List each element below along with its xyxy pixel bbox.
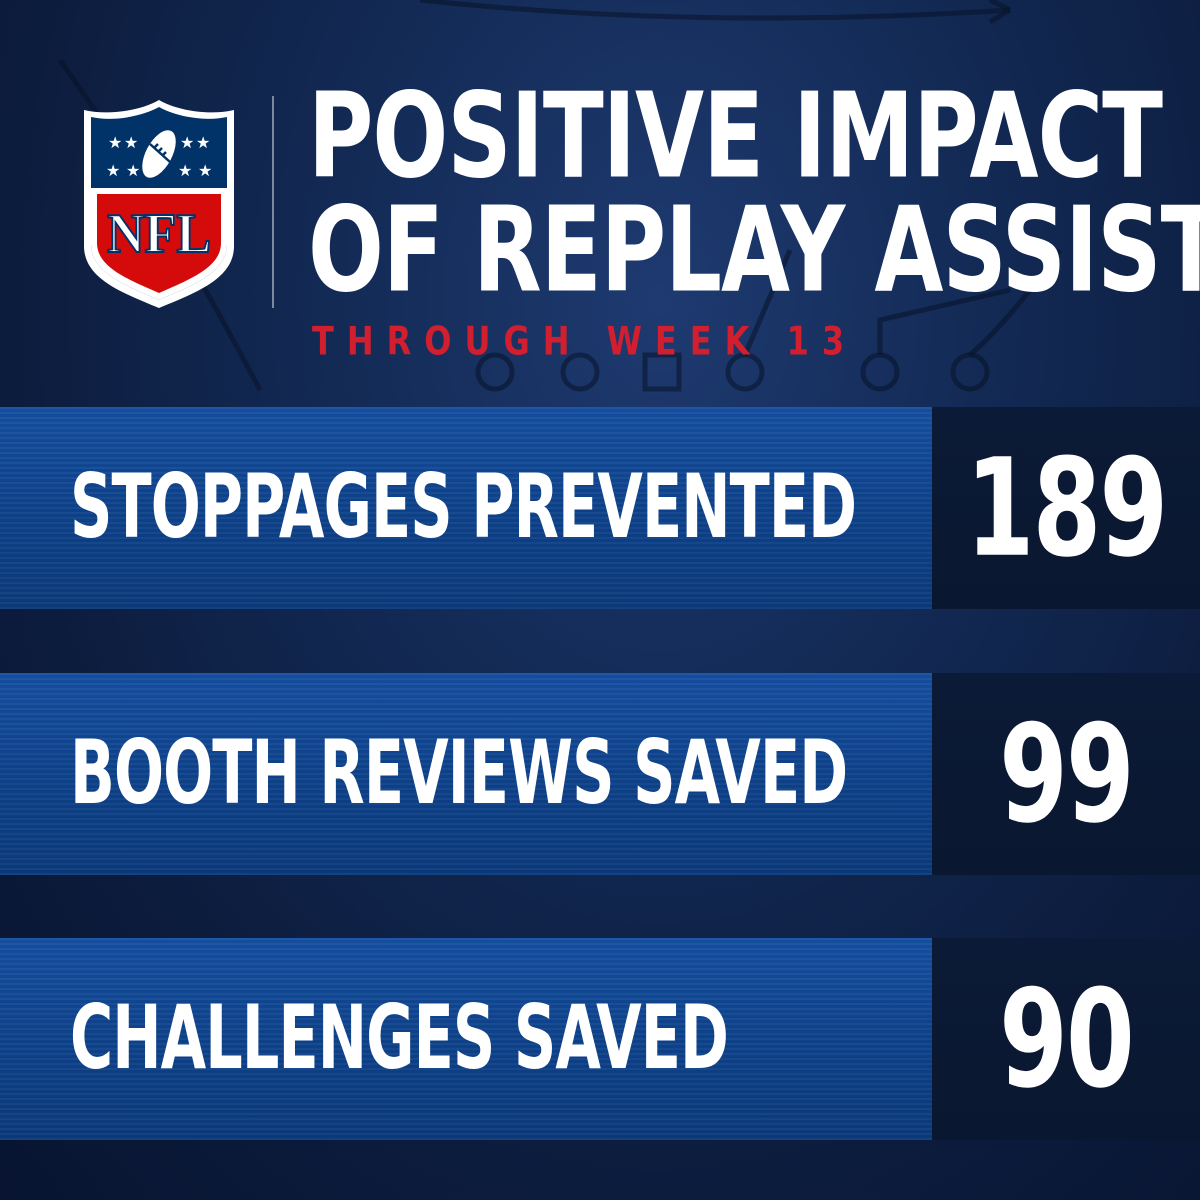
stat-value: 90 (999, 959, 1135, 1119)
nfl-shield-logo: ★ ★ ★ ★ ★ ★ ★ ★ NFL (84, 100, 234, 308)
stat-label: CHALLENGES SAVED (70, 987, 729, 1091)
stat-row-booth-reviews: BOOTH REVIEWS SAVED 99 (0, 673, 1200, 875)
stat-value: 189 (965, 428, 1168, 588)
svg-text:★: ★ (198, 161, 212, 180)
header-divider (272, 96, 274, 308)
stat-value-box: 99 (932, 673, 1200, 875)
stat-row-challenges: CHALLENGES SAVED 90 (0, 938, 1200, 1140)
nfl-logo-text: NFL (107, 203, 211, 265)
stat-label-bar: CHALLENGES SAVED (0, 938, 932, 1140)
svg-text:★: ★ (108, 133, 122, 152)
stat-row-stoppages: STOPPAGES PREVENTED 189 (0, 407, 1200, 609)
stat-value-box: 189 (932, 407, 1200, 609)
subtitle: THROUGH WEEK 13 (312, 318, 858, 365)
svg-text:★: ★ (124, 133, 138, 152)
stat-value: 99 (999, 694, 1135, 854)
title-line-2: OF REPLAY ASSIST (308, 181, 1200, 319)
svg-text:★: ★ (178, 161, 192, 180)
play-diagram-background (57, 0, 1063, 392)
title-line-1: POSITIVE IMPACT (308, 67, 1163, 205)
svg-text:★: ★ (180, 133, 194, 152)
stat-label-bar: BOOTH REVIEWS SAVED (0, 673, 932, 875)
stat-label: STOPPAGES PREVENTED (70, 456, 857, 560)
stat-value-box: 90 (932, 938, 1200, 1140)
svg-text:★: ★ (196, 133, 210, 152)
stat-label-bar: STOPPAGES PREVENTED (0, 407, 932, 609)
svg-text:★: ★ (106, 161, 120, 180)
svg-text:★: ★ (126, 161, 140, 180)
stat-label: BOOTH REVIEWS SAVED (70, 722, 848, 826)
